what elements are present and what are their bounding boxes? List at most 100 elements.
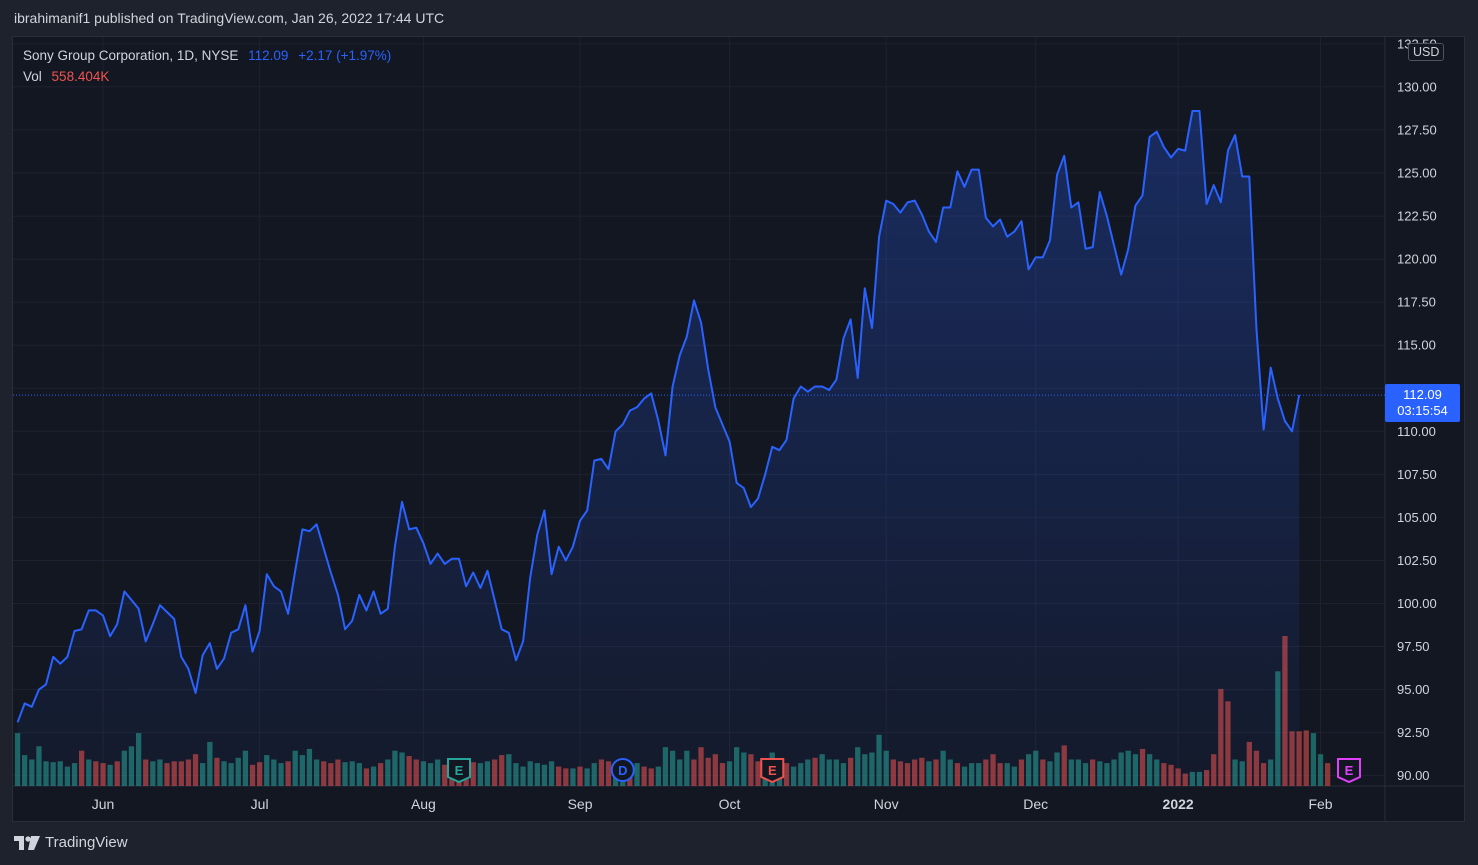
volume-bar xyxy=(221,761,227,786)
volume-bar xyxy=(385,759,391,786)
volume-bar xyxy=(1168,764,1174,786)
volume-bar xyxy=(200,763,206,786)
volume-bar xyxy=(570,768,576,786)
volume-bar xyxy=(698,747,704,786)
volume-bar xyxy=(655,766,661,786)
volume-bar xyxy=(641,766,647,786)
volume-bar xyxy=(1104,763,1110,786)
x-tick-label: Jun xyxy=(92,796,115,812)
volume-bar xyxy=(983,759,989,786)
volume-bar xyxy=(734,747,740,786)
volume-bar xyxy=(563,768,569,786)
volume-bar xyxy=(1018,759,1025,786)
volume-bar xyxy=(1125,750,1131,786)
x-tick-label: Feb xyxy=(1308,796,1332,812)
earnings-icon[interactable] xyxy=(1337,758,1361,784)
volume-bar xyxy=(257,762,263,786)
x-tick-label: Oct xyxy=(719,796,741,812)
volume-bar xyxy=(264,755,270,786)
y-tick-label: 90.00 xyxy=(1397,768,1430,783)
volume-bar xyxy=(178,761,184,786)
volume-bar xyxy=(342,762,348,786)
volume-bar xyxy=(36,746,42,786)
y-tick-label: 130.00 xyxy=(1397,79,1437,94)
volume-bar xyxy=(1175,768,1181,786)
volume-bar xyxy=(940,750,946,786)
volume-bar xyxy=(1097,761,1103,786)
volume-bar xyxy=(598,759,605,786)
x-tick-label: Sep xyxy=(568,796,593,812)
volume-bar xyxy=(406,756,412,786)
volume-bar xyxy=(933,759,939,786)
price-area-fill xyxy=(17,111,1300,786)
volume-bar xyxy=(1225,701,1231,786)
volume-bar xyxy=(712,754,718,786)
volume-bar xyxy=(64,766,71,786)
tradingview-footer: TradingView xyxy=(14,834,128,851)
volume-bar xyxy=(961,766,968,786)
volume-bar xyxy=(883,750,889,786)
volume-bar xyxy=(278,763,284,786)
volume-bar xyxy=(748,754,754,786)
x-tick-label: Dec xyxy=(1023,796,1048,812)
volume-bar xyxy=(79,750,85,786)
volume-bar xyxy=(926,761,932,786)
volume-bar xyxy=(812,757,818,786)
volume-bar xyxy=(1040,759,1046,786)
volume-bar xyxy=(556,766,562,786)
volume-bar xyxy=(1310,733,1317,786)
volume-bar xyxy=(192,754,199,786)
volume-bar xyxy=(335,759,341,786)
volume-bar xyxy=(484,761,491,786)
volume-bar xyxy=(356,763,362,786)
y-tick-label: 115.00 xyxy=(1397,338,1436,353)
y-tick-label: 92.50 xyxy=(1397,725,1430,740)
tradingview-brand-label: TradingView xyxy=(45,834,128,851)
volume-bar xyxy=(349,761,355,786)
dividend-icon[interactable] xyxy=(610,758,635,782)
volume-bar xyxy=(136,733,142,786)
volume-bar xyxy=(1325,763,1331,786)
price-chart[interactable]: 90.00 92.50 95.00 97.50 100.00 102.50 105.00 10… xyxy=(13,37,1464,821)
volume-bar xyxy=(71,763,78,786)
volume-bar xyxy=(1253,750,1260,786)
volume-bar xyxy=(1268,759,1274,786)
volume-bar xyxy=(648,768,654,786)
volume-bar xyxy=(705,757,711,786)
volume-bar xyxy=(1232,759,1238,786)
volume-bar xyxy=(684,750,690,786)
y-tick-label: 105.00 xyxy=(1397,510,1437,525)
chart-area[interactable]: 90.00 92.50 95.00 97.50 100.00 102.50 105.00 10… xyxy=(12,36,1465,822)
volume-bar xyxy=(1132,754,1139,786)
y-tick-label: 110.00 xyxy=(1397,424,1436,439)
volume-bar xyxy=(506,754,512,786)
volume-bar xyxy=(249,764,256,786)
volume-bar xyxy=(435,759,441,786)
y-tick-label: 120.00 xyxy=(1397,252,1437,267)
volume-bar xyxy=(726,761,733,786)
x-tick-label: Jul xyxy=(251,796,269,812)
currency-button[interactable]: USD xyxy=(1408,43,1445,61)
y-tick-label: 102.50 xyxy=(1397,553,1437,568)
volume-bar xyxy=(997,763,1003,786)
volume-bar xyxy=(1011,766,1017,786)
volume-bar xyxy=(755,761,761,786)
volume-bar xyxy=(1289,731,1295,786)
publish-info: ibrahimanif1 published on TradingView.co… xyxy=(14,10,445,26)
volume-bar xyxy=(1196,771,1203,786)
volume-bar xyxy=(121,750,127,786)
earnings-icon[interactable] xyxy=(447,758,471,784)
volume-bar xyxy=(413,759,419,786)
earnings-icon[interactable] xyxy=(760,758,785,784)
volume-bar xyxy=(534,763,540,786)
volume-bar xyxy=(50,762,56,786)
volume-bar xyxy=(1246,741,1252,786)
volume-legend-row: Vol 558.404K xyxy=(23,66,391,87)
volume-bar xyxy=(548,761,555,786)
volume-bar xyxy=(1082,763,1089,786)
volume-bar xyxy=(306,748,313,786)
volume-bar xyxy=(605,761,612,786)
volume-bar xyxy=(470,762,476,786)
volume-bar xyxy=(427,763,434,786)
volume-bar xyxy=(378,763,384,786)
